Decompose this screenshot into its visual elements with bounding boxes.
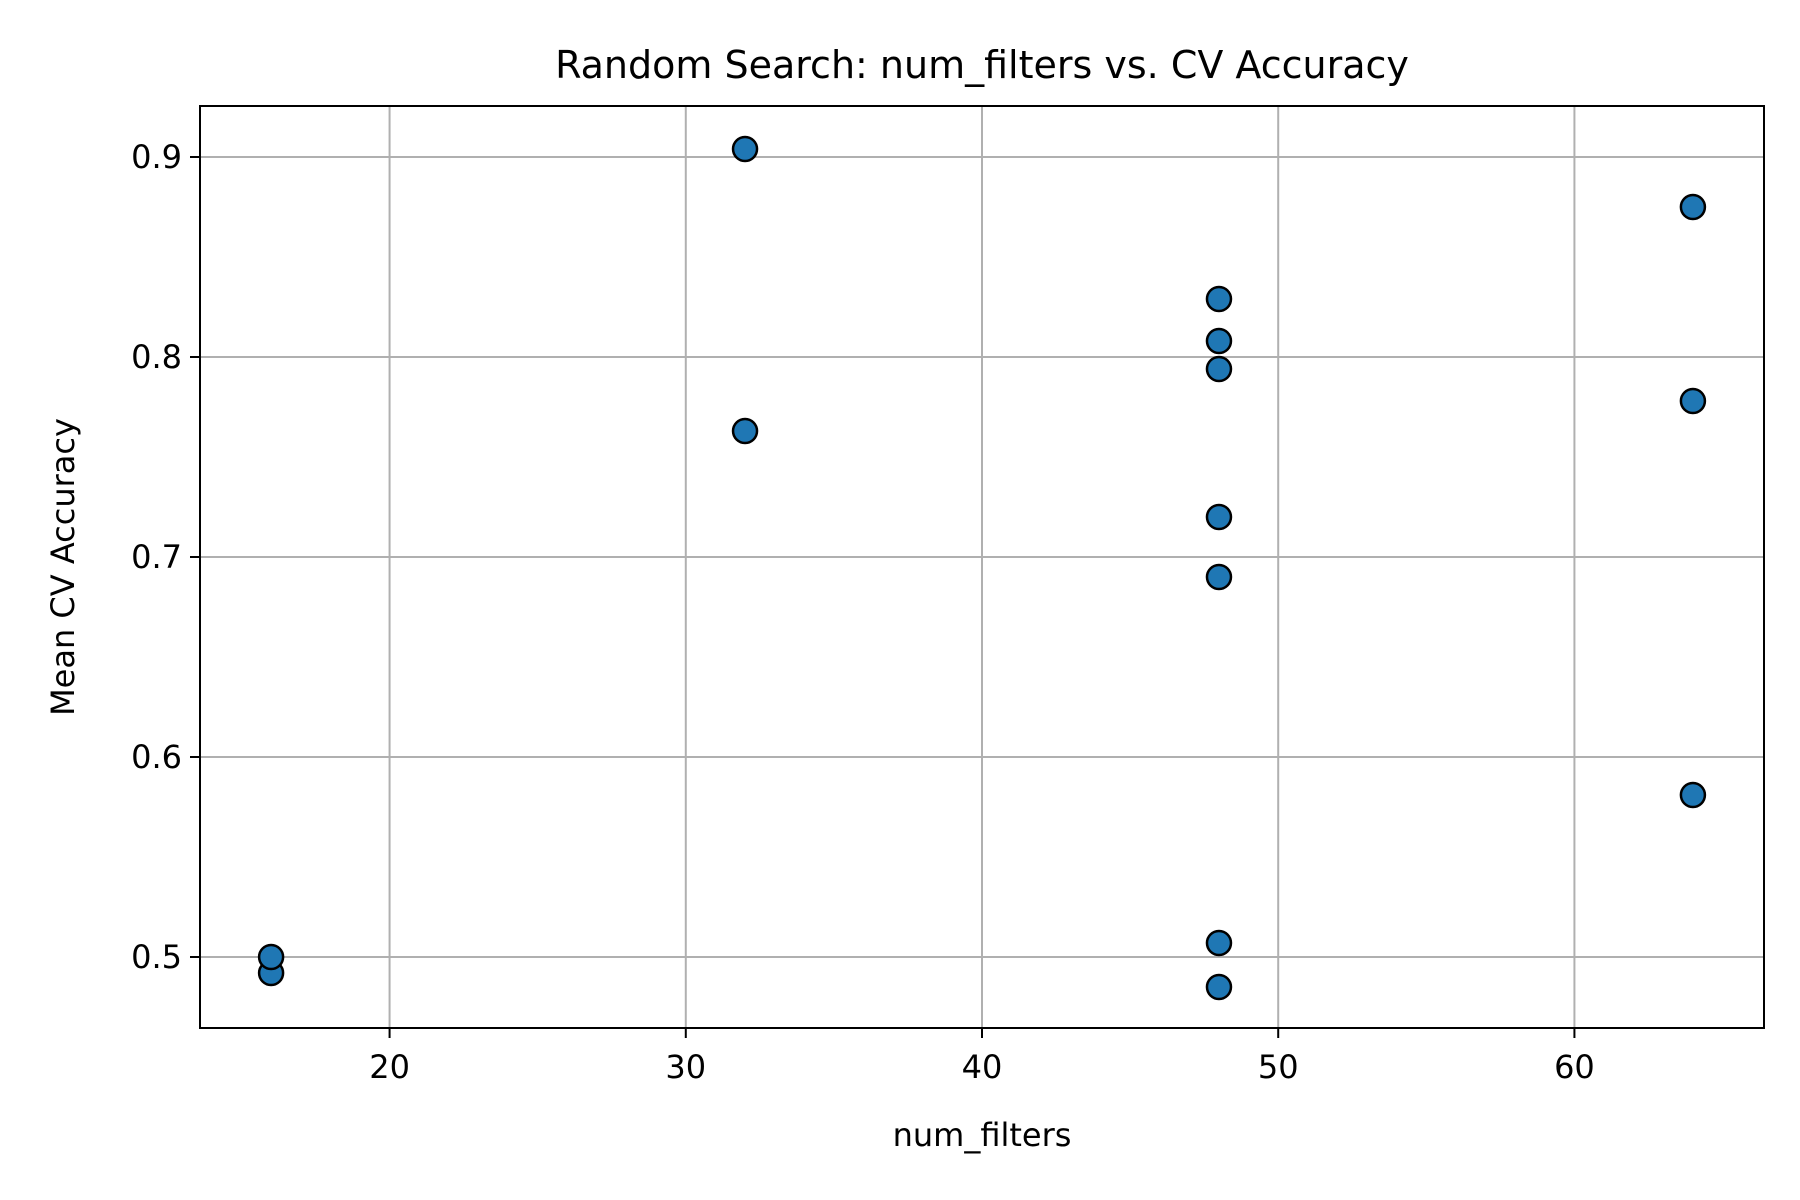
x-tick-label: 50 xyxy=(1258,1048,1299,1086)
data-point xyxy=(1679,781,1707,809)
data-point xyxy=(1205,973,1233,1001)
data-point xyxy=(1205,503,1233,531)
y-tick-label: 0.7 xyxy=(131,538,182,576)
data-point xyxy=(1679,387,1707,415)
data-point xyxy=(731,417,759,445)
data-point xyxy=(1679,193,1707,221)
y-tick-label: 0.6 xyxy=(131,738,182,776)
chart-title: Random Search: num_filters vs. CV Accura… xyxy=(555,43,1409,87)
data-point xyxy=(1205,563,1233,591)
data-point xyxy=(1205,929,1233,957)
x-tick-label: 30 xyxy=(665,1048,706,1086)
points-layer xyxy=(257,135,1707,1001)
y-tick-label: 0.5 xyxy=(131,938,182,976)
x-axis-label: num_filters xyxy=(893,1116,1072,1154)
data-point xyxy=(1205,285,1233,313)
y-tick-label: 0.9 xyxy=(131,138,182,176)
data-point xyxy=(1205,327,1233,355)
y-tick-label: 0.8 xyxy=(131,338,182,376)
x-tick-label: 60 xyxy=(1554,1048,1595,1086)
data-point xyxy=(257,943,285,971)
tick-layer: 20 30 40 50 60 0.5 0.6 0.7 0.8 0.9 xyxy=(131,138,1595,1086)
x-tick-label: 20 xyxy=(369,1048,410,1086)
grid-layer xyxy=(200,106,1764,1028)
x-tick-label: 40 xyxy=(962,1048,1003,1086)
data-point xyxy=(1205,355,1233,383)
y-axis-label: Mean CV Accuracy xyxy=(44,418,82,716)
data-point xyxy=(731,135,759,163)
